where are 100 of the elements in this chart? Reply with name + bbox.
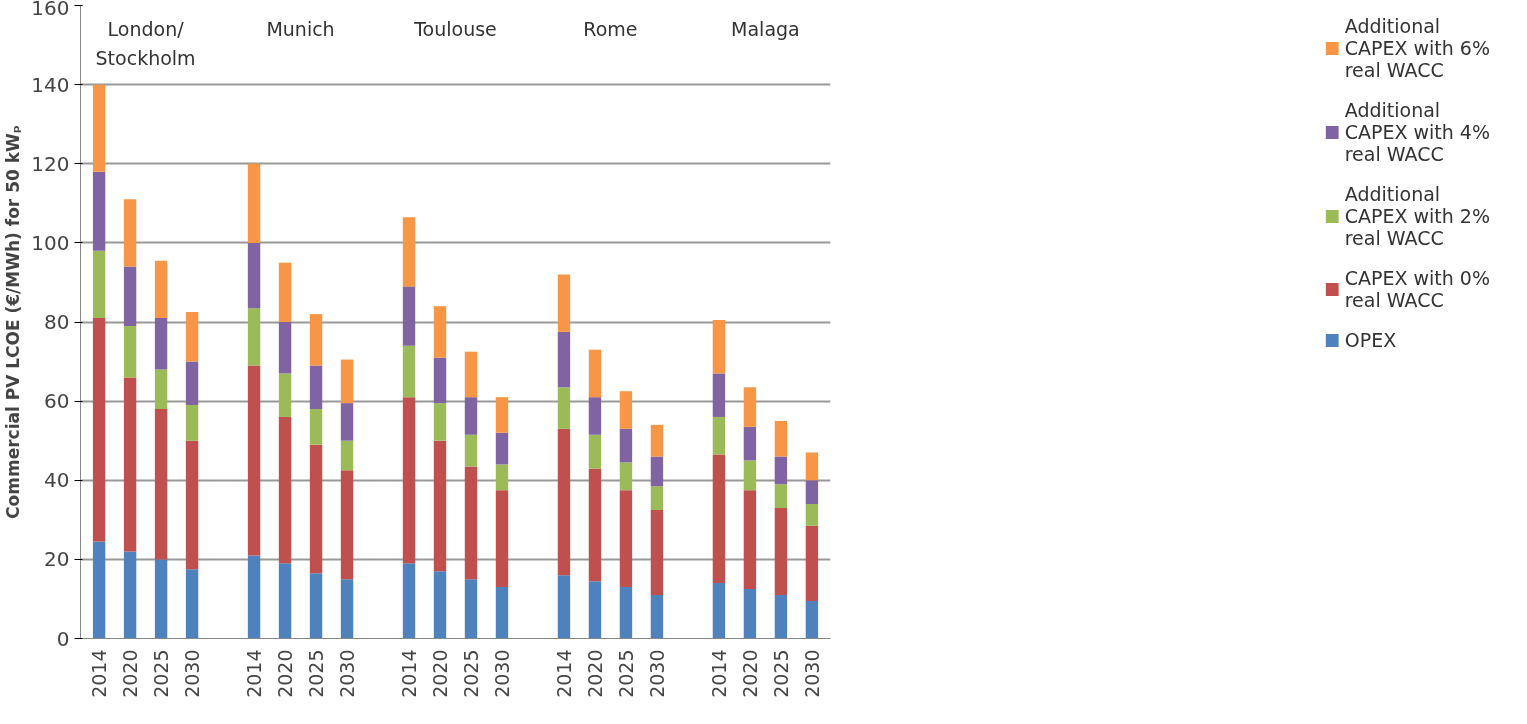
bar xyxy=(185,361,199,406)
bar xyxy=(619,391,633,429)
legend-label: Additional CAPEX with 2% real WACC xyxy=(1344,183,1490,249)
bar xyxy=(743,426,757,461)
bar xyxy=(743,490,757,590)
x-tick-label: 2025 xyxy=(460,649,482,698)
y-tick-label: 40 xyxy=(44,468,70,493)
bar xyxy=(154,260,168,319)
bar xyxy=(712,320,726,374)
bar xyxy=(154,318,168,370)
bar xyxy=(650,456,664,487)
bar xyxy=(588,397,602,435)
bar xyxy=(805,503,819,526)
bar xyxy=(247,555,261,639)
bar xyxy=(464,466,478,580)
bar xyxy=(588,468,602,582)
bar xyxy=(774,456,788,485)
y-tick-label: 160 xyxy=(31,0,70,20)
bar xyxy=(402,563,416,639)
bar xyxy=(402,286,416,346)
bar xyxy=(92,171,106,251)
bar xyxy=(588,349,602,398)
bar xyxy=(433,306,447,358)
bar xyxy=(774,507,788,595)
bar xyxy=(495,397,509,433)
bar xyxy=(433,440,447,572)
bar xyxy=(154,409,168,560)
bar xyxy=(278,416,292,564)
bar xyxy=(247,242,261,309)
bar xyxy=(247,163,261,243)
bar xyxy=(433,571,447,639)
x-tick-label: 2020 xyxy=(119,649,142,698)
bar xyxy=(185,312,199,362)
bar xyxy=(557,387,571,429)
y-tick-label: 140 xyxy=(31,72,70,97)
bar xyxy=(805,480,819,504)
bar xyxy=(495,432,509,465)
x-tick-label: 2025 xyxy=(769,649,792,698)
x-tick-label: 2030 xyxy=(490,649,513,698)
bar xyxy=(278,262,292,322)
bar xyxy=(340,403,354,441)
bar xyxy=(495,464,509,491)
bar xyxy=(619,428,633,463)
bar xyxy=(278,563,292,639)
bar xyxy=(619,587,633,639)
bar xyxy=(805,600,819,639)
bar xyxy=(743,589,757,639)
x-tick-label: 2014 xyxy=(398,649,421,698)
x-tick-label: 2025 xyxy=(614,649,637,698)
y-tick-label: 80 xyxy=(44,310,70,334)
bar xyxy=(557,575,571,639)
bar xyxy=(92,84,106,172)
bar xyxy=(402,397,416,564)
bar xyxy=(340,470,354,580)
bar xyxy=(650,424,664,457)
legend-label: Additional CAPEX with 4% real WACC xyxy=(1344,99,1490,165)
x-tick-label: 2030 xyxy=(800,649,823,698)
bar xyxy=(650,486,664,510)
x-tick-label: 2014 xyxy=(707,649,730,698)
bar xyxy=(805,525,819,601)
x-tick-label: 2020 xyxy=(274,649,297,698)
bar xyxy=(712,416,726,455)
x-tick-label: 2020 xyxy=(583,649,606,698)
bar xyxy=(154,559,168,639)
bar xyxy=(185,569,199,639)
bar xyxy=(309,444,323,574)
bar xyxy=(588,434,602,469)
y-axis-title: Commercial PV LCOE (€/MWh) for 50 kWₚ xyxy=(3,125,24,519)
bar xyxy=(557,428,571,576)
bar xyxy=(123,199,137,267)
bar xyxy=(557,274,571,332)
x-tick-label: 2014 xyxy=(88,649,111,698)
bar xyxy=(619,462,633,491)
bar xyxy=(433,357,447,404)
y-tick-label: 120 xyxy=(31,151,70,176)
legend-label: OPEX xyxy=(1344,329,1397,351)
bar xyxy=(154,369,168,410)
bar xyxy=(340,440,354,471)
bar xyxy=(123,266,137,326)
bar xyxy=(650,594,664,639)
bar xyxy=(712,583,726,639)
annotation: Munich xyxy=(266,18,335,41)
bar xyxy=(495,490,509,588)
bar xyxy=(309,409,323,445)
bar xyxy=(402,345,416,398)
annotation: London/ Stockholm xyxy=(95,18,196,69)
bar xyxy=(650,509,664,595)
bar xyxy=(247,365,261,556)
bar xyxy=(185,440,199,570)
bar xyxy=(619,490,633,588)
bar xyxy=(123,377,137,552)
x-tick-label: 2020 xyxy=(429,649,451,698)
bar xyxy=(464,351,478,398)
bar xyxy=(309,365,323,410)
bar xyxy=(92,541,106,639)
bar xyxy=(464,579,478,639)
bar xyxy=(123,551,137,639)
bar xyxy=(278,322,292,374)
y-tick-label: 100 xyxy=(31,230,70,255)
bar xyxy=(340,579,354,639)
